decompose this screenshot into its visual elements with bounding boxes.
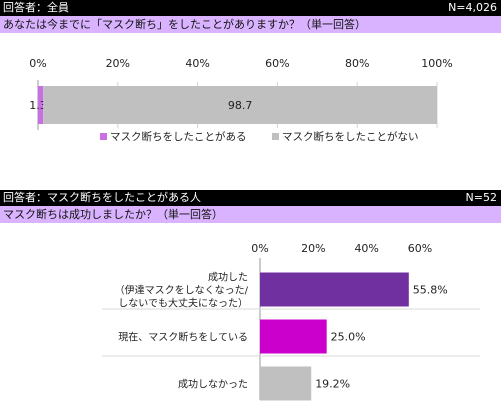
chart-2: 0% 20% 40% 60% 55.8% 成功した（伊達マスクをしなくなった/しないでも大…	[102, 242, 480, 401]
x-tick-label: 80%	[345, 57, 369, 70]
data-label: 19.2%	[315, 378, 350, 391]
bar	[260, 272, 409, 307]
x-tick-label: 40%	[354, 242, 378, 255]
bar-segment	[43, 86, 437, 124]
legend-label: マスク断ちをしたことがある	[110, 130, 247, 143]
respondent-header-2: 回答者：マスク断ちをしたことがある人 N=52	[0, 190, 501, 206]
category-label: しないでも大丈夫になった）	[118, 297, 248, 310]
x-tick-label: 60%	[265, 57, 289, 70]
x-tick-label: 0%	[251, 242, 268, 255]
legend-label: マスク断ちをしたことがない	[282, 130, 419, 143]
chart-1: 0% 20% 40% 60% 80% 100% 1.3 98.7 マスク断ちをしたことがある マス…	[29, 57, 452, 143]
data-label: 98.7	[228, 99, 253, 112]
question-2: マスク断ちは成功しましたか？（単一回答）	[0, 206, 501, 223]
x-tick-label: 60%	[408, 242, 432, 255]
category-label: （伊達マスクをしなくなった/	[115, 285, 249, 297]
x-tick-label: 20%	[106, 57, 130, 70]
x-tick-label: 0%	[29, 57, 46, 70]
question-text: マスク断ちは成功しましたか？（単一回答）	[3, 208, 223, 221]
bar	[260, 319, 327, 354]
x-tick-label: 100%	[421, 57, 452, 70]
respondent-label: 回答者：全員	[3, 1, 69, 14]
sample-size: N=4,026	[448, 1, 497, 14]
respondent-header-1: 回答者：全員 N=4,026	[0, 0, 501, 16]
data-label: 25.0%	[331, 331, 366, 344]
bar	[260, 366, 312, 401]
respondent-label: 回答者：マスク断ちをしたことがある人	[3, 191, 201, 204]
bar-segment	[38, 86, 44, 124]
category-label: 現在、マスク断ちをしている	[118, 331, 248, 344]
x-tick-label: 20%	[301, 242, 325, 255]
data-label: 1.3	[29, 99, 47, 112]
question-text: あなたは今までに「マスク断ち」をしたことがありますか？（単一回答）	[3, 18, 366, 31]
sample-size: N=52	[465, 191, 497, 204]
legend-swatch	[100, 133, 107, 140]
category-label: 成功しなかった	[178, 379, 248, 391]
x-tick-label: 40%	[185, 57, 209, 70]
category-label: 成功した	[208, 272, 248, 284]
data-label: 55.8%	[413, 284, 448, 297]
legend-swatch	[272, 133, 279, 140]
question-1: あなたは今までに「マスク断ち」をしたことがありますか？（単一回答）	[0, 16, 501, 33]
